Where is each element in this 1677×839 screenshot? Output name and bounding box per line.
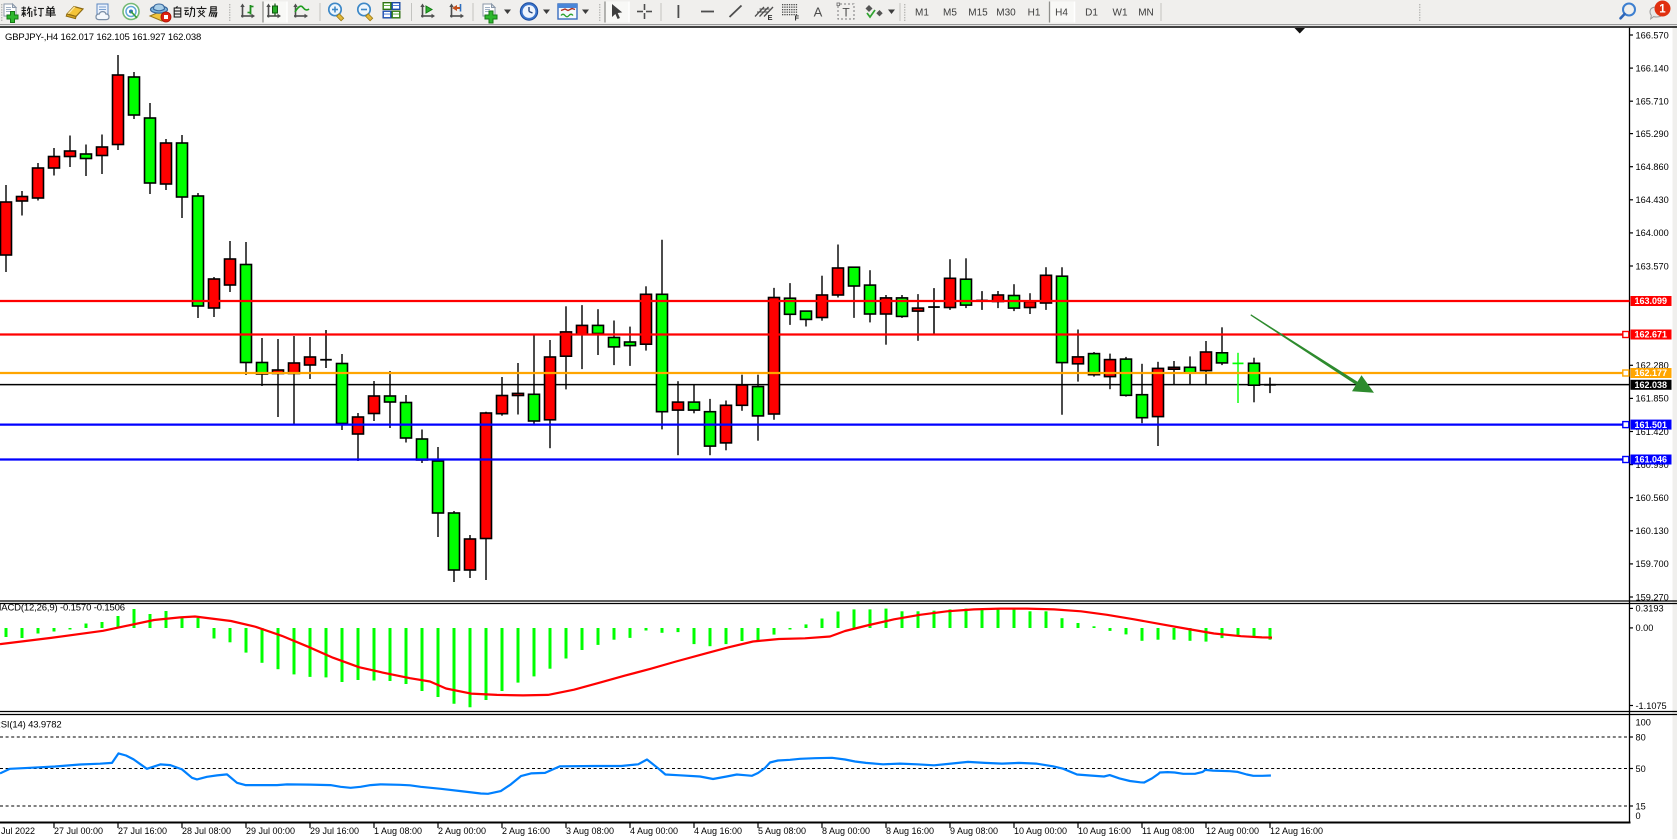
svg-text:163.570: 163.570 — [1636, 261, 1669, 271]
svg-text:Jul 2022: Jul 2022 — [1, 826, 35, 836]
svg-text:12 Aug 16:00: 12 Aug 16:00 — [1270, 826, 1323, 836]
svg-text:161.046: 161.046 — [1635, 455, 1668, 465]
svg-text:0.3193: 0.3193 — [1636, 604, 1664, 614]
svg-text:8 Aug 16:00: 8 Aug 16:00 — [886, 826, 934, 836]
svg-text:T: T — [842, 6, 850, 20]
svg-text:161.420: 161.420 — [1636, 427, 1669, 437]
svg-text:0.00: 0.00 — [1636, 623, 1654, 633]
svg-text:D1: D1 — [1085, 8, 1098, 19]
svg-text:27 Jul 16:00: 27 Jul 16:00 — [118, 826, 167, 836]
svg-text:2 Aug 00:00: 2 Aug 00:00 — [438, 826, 486, 836]
svg-text:160.130: 160.130 — [1636, 526, 1669, 536]
svg-text:161.501: 161.501 — [1635, 420, 1668, 430]
svg-text:164.430: 164.430 — [1636, 195, 1669, 205]
svg-text:GBPJPY-,H4 162.017 162.105 16: GBPJPY-,H4 162.017 162.105 161.927 162.0… — [5, 32, 201, 43]
svg-text:29 Jul 16:00: 29 Jul 16:00 — [310, 826, 359, 836]
svg-text:160.560: 160.560 — [1636, 493, 1669, 503]
svg-text:MN: MN — [1138, 8, 1154, 19]
svg-text:164.000: 164.000 — [1636, 228, 1669, 238]
svg-text:RSI(14) 43.9782: RSI(14) 43.9782 — [0, 720, 61, 731]
svg-text:162.038: 162.038 — [1635, 380, 1668, 390]
svg-text:50: 50 — [1636, 764, 1646, 774]
svg-text:M5: M5 — [943, 8, 957, 19]
svg-text:29 Jul 00:00: 29 Jul 00:00 — [246, 826, 295, 836]
svg-text:15: 15 — [1636, 801, 1646, 811]
svg-text:2 Aug 16:00: 2 Aug 16:00 — [502, 826, 550, 836]
svg-text:1 Aug 08:00: 1 Aug 08:00 — [374, 826, 422, 836]
svg-text:F: F — [795, 14, 800, 23]
svg-text:163.099: 163.099 — [1635, 296, 1668, 306]
svg-text:H1: H1 — [1028, 8, 1041, 19]
svg-text:161.850: 161.850 — [1636, 394, 1669, 404]
svg-text:12 Aug 00:00: 12 Aug 00:00 — [1206, 826, 1259, 836]
svg-text:4 Aug 00:00: 4 Aug 00:00 — [630, 826, 678, 836]
svg-text:M30: M30 — [996, 8, 1016, 19]
svg-text:80: 80 — [1636, 732, 1646, 742]
svg-text:9 Aug 08:00: 9 Aug 08:00 — [950, 826, 998, 836]
svg-text:162.280: 162.280 — [1636, 361, 1669, 371]
svg-text:-1.1075: -1.1075 — [1636, 701, 1667, 711]
svg-text:M15: M15 — [968, 8, 988, 19]
svg-text:159.700: 159.700 — [1636, 559, 1669, 569]
svg-text:H4: H4 — [1055, 8, 1068, 19]
svg-text:A: A — [814, 5, 823, 20]
svg-text:8 Aug 00:00: 8 Aug 00:00 — [822, 826, 870, 836]
svg-text:5 Aug 08:00: 5 Aug 08:00 — [758, 826, 806, 836]
svg-text:W1: W1 — [1113, 8, 1128, 19]
svg-text:28 Jul 08:00: 28 Jul 08:00 — [182, 826, 231, 836]
svg-text:165.290: 165.290 — [1636, 129, 1669, 139]
svg-text:MACD(12,26,9) -0.1570 -0.1506: MACD(12,26,9) -0.1570 -0.1506 — [0, 603, 125, 614]
svg-text:0: 0 — [1636, 811, 1641, 821]
svg-text:164.860: 164.860 — [1636, 162, 1669, 172]
svg-text:M1: M1 — [915, 8, 929, 19]
svg-text:166.140: 166.140 — [1636, 63, 1669, 73]
svg-text:27 Jul 00:00: 27 Jul 00:00 — [54, 826, 103, 836]
svg-text:1: 1 — [1659, 4, 1666, 16]
svg-text:162.177: 162.177 — [1635, 368, 1668, 378]
svg-text:4 Aug 16:00: 4 Aug 16:00 — [694, 826, 742, 836]
svg-text:159.270: 159.270 — [1636, 592, 1669, 602]
svg-text:100: 100 — [1636, 717, 1651, 727]
svg-text:3 Aug 08:00: 3 Aug 08:00 — [566, 826, 614, 836]
svg-text:11 Aug 08:00: 11 Aug 08:00 — [1142, 826, 1194, 836]
svg-text:10 Aug 00:00: 10 Aug 00:00 — [1014, 826, 1067, 836]
svg-text:E: E — [768, 13, 773, 22]
svg-text:10 Aug 16:00: 10 Aug 16:00 — [1078, 826, 1131, 836]
svg-text:166.570: 166.570 — [1636, 30, 1669, 40]
svg-text:162.671: 162.671 — [1635, 330, 1668, 340]
svg-text:160.990: 160.990 — [1636, 460, 1669, 470]
svg-text:165.710: 165.710 — [1636, 97, 1669, 107]
